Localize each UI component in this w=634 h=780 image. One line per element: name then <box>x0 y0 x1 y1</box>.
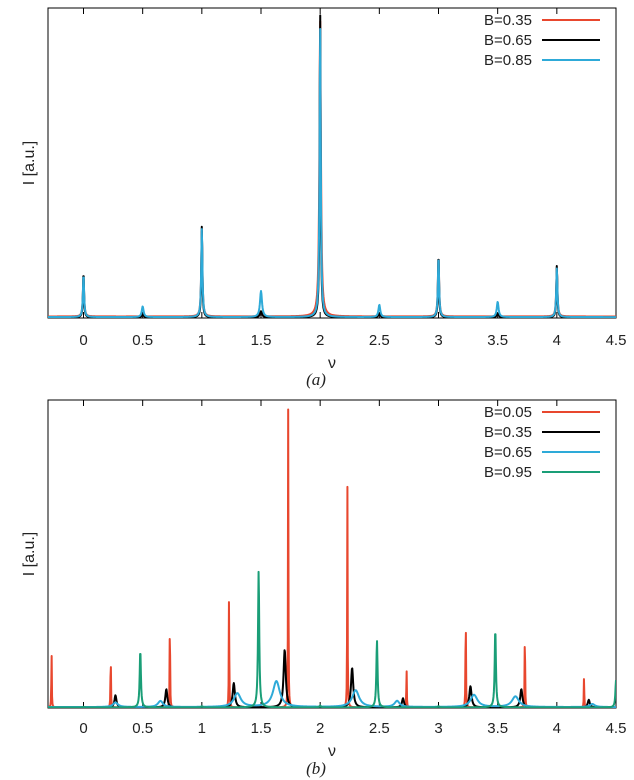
legend-label-a-0: B=0.35 <box>484 12 532 29</box>
x-tick-label-a-0: 0 <box>79 332 87 349</box>
x-tick-label-a-7: 3.5 <box>487 332 508 349</box>
x-tick-label-b-6: 3 <box>434 720 442 737</box>
x-tick-label-a-9: 4.5 <box>606 332 627 349</box>
x-tick-label-b-3: 1.5 <box>251 720 272 737</box>
legend-b: B=0.05 B=0.35 B=0.65 B=0.95 <box>484 404 600 481</box>
x-tick-label-a-3: 1.5 <box>251 332 272 349</box>
legend-label-b-3: B=0.95 <box>484 464 532 481</box>
panel-label-b: (b) <box>306 759 326 778</box>
legend-label-a-2: B=0.85 <box>484 52 532 69</box>
x-tick-label-a-1: 0.5 <box>132 332 153 349</box>
x-axis-label-a: ν <box>328 355 336 372</box>
x-tick-label-b-9: 4.5 <box>606 720 627 737</box>
y-axis-label-b: I [a.u.] <box>21 532 38 576</box>
panel-b: 0 0.5 1 1.5 2 2.5 3 3.5 4 4.5 B=0.05B=0.35B=0.65B… <box>21 399 626 778</box>
series-a <box>48 14 616 318</box>
series-line-b-2 <box>48 680 616 708</box>
panel-a: 0 0.5 1 1.5 2 2.5 3 3.5 4 4.5 B=0.35B=0.65B=0.85 … <box>21 7 626 389</box>
x-tick-label-b-2: 1 <box>198 720 206 737</box>
x-tick-label-b-0: 0 <box>79 720 87 737</box>
series-line-a-2 <box>48 27 616 318</box>
x-ticks-b: 0 0.5 1 1.5 2 2.5 3 3.5 4 4.5 <box>79 400 626 737</box>
x-tick-label-b-1: 0.5 <box>132 720 153 737</box>
legend-label-b-2: B=0.65 <box>484 444 532 461</box>
x-axis-label-b: ν <box>328 743 336 760</box>
x-tick-label-a-2: 1 <box>198 332 206 349</box>
series-line-b-1 <box>48 649 616 708</box>
x-tick-label-a-5: 2.5 <box>369 332 390 349</box>
x-tick-label-b-8: 4 <box>553 720 561 737</box>
x-tick-label-b-5: 2.5 <box>369 720 390 737</box>
panel-label-a: (a) <box>306 370 326 389</box>
series-b <box>48 408 616 708</box>
legend-label-b-0: B=0.05 <box>484 404 532 421</box>
x-tick-label-b-4: 2 <box>316 720 324 737</box>
legend-label-b-1: B=0.35 <box>484 424 532 441</box>
x-ticks-a: 0 0.5 1 1.5 2 2.5 3 3.5 4 4.5 <box>79 8 626 349</box>
plot-frame-a <box>47 7 617 319</box>
x-tick-label-b-7: 3.5 <box>487 720 508 737</box>
y-axis-label-a: I [a.u.] <box>21 141 38 185</box>
legend-label-a-1: B=0.65 <box>484 32 532 49</box>
x-tick-label-a-6: 3 <box>434 332 442 349</box>
series-line-b-3 <box>48 570 616 708</box>
x-tick-label-a-4: 2 <box>316 332 324 349</box>
legend-a: B=0.35 B=0.65 B=0.85 <box>484 12 600 69</box>
x-tick-label-a-8: 4 <box>553 332 561 349</box>
